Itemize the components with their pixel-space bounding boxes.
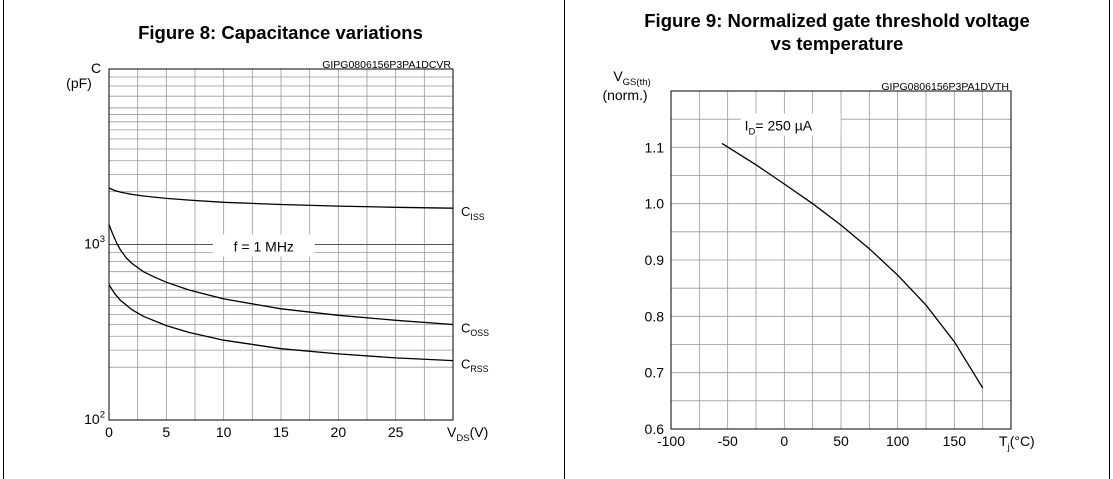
figure-9-title-line-2: vs temperature bbox=[770, 33, 904, 54]
figure-9-x-tick-label: 0 bbox=[780, 433, 788, 449]
figure-8-x-tick-label: 0 bbox=[105, 424, 113, 440]
figure-8-series-oss-line bbox=[108, 224, 454, 326]
figure-9-series-line bbox=[721, 142, 984, 389]
figure-8-annotation-bg bbox=[212, 234, 315, 257]
figure-8-x-tick-label: 5 bbox=[162, 424, 170, 440]
figure-9-chart: -100 -50 0 50 100 150 Tj(°C) 0.6 0.7 0.8 0.9 1.0 1.1… bbox=[602, 68, 1035, 453]
figure-9-panel: Figure 9: Normalized gate threshold volt… bbox=[564, 0, 1110, 479]
figure-9-x-tick-label: 50 bbox=[833, 433, 849, 449]
figure-9-x-tick-label: -100 bbox=[657, 433, 685, 449]
figure-9-annotation: ID= 250 µA bbox=[745, 118, 813, 138]
figure-9-y-tick-label: 0.6 bbox=[645, 421, 665, 437]
figure-8-x-axis-label: VDS(V) bbox=[447, 424, 488, 444]
figure-9-x-tick-label: 100 bbox=[886, 433, 910, 449]
figure-8-annotation: f = 1 MHz bbox=[234, 238, 294, 254]
figure-9-y-axis-unit: (norm.) bbox=[602, 87, 647, 103]
figure-8-x-tick-label: 20 bbox=[331, 424, 347, 440]
figure-8-code: GIPG0806156P3PA1DCVR bbox=[322, 59, 451, 71]
figure-9-x-axis-label: Tj(°C) bbox=[999, 433, 1035, 453]
figure-9-y-tick-label: 0.9 bbox=[645, 252, 665, 268]
figure-9-y-tick-label: 1.1 bbox=[645, 139, 665, 155]
figure-8-series-label-iss: CISS bbox=[461, 204, 485, 222]
figure-8-title: Figure 8: Capacitance variations bbox=[138, 22, 423, 43]
figure-9-y-tick-label: 1.0 bbox=[645, 196, 665, 212]
figure-9-annotation-bg bbox=[740, 113, 841, 136]
figure-9-title-line-1: Figure 9: Normalized gate threshold volt… bbox=[644, 10, 1030, 31]
figure-8-y-tick-label: 103 bbox=[84, 234, 105, 251]
figure-8-x-tick-label: 10 bbox=[216, 424, 232, 440]
figure-8-series-rss-line bbox=[108, 284, 454, 362]
figure-8-series-iss-line bbox=[108, 187, 454, 209]
figure-8-x-tick-label: 15 bbox=[273, 424, 289, 440]
figure-9-y-tick-label: 0.7 bbox=[645, 365, 665, 381]
figure-8-y-tick-label: 102 bbox=[84, 410, 105, 427]
figure-8-series-label-oss: COSS bbox=[461, 321, 489, 339]
figure-8-series-label-rss: CRSS bbox=[461, 357, 489, 375]
figure-9-y-axis-label: VGS(th) bbox=[613, 68, 650, 88]
figure-9-grid bbox=[671, 91, 1011, 429]
figure-8-y-axis-label: C bbox=[91, 60, 101, 76]
figure-9-x-tick-label: -50 bbox=[718, 433, 738, 449]
figure-9-plot-frame bbox=[670, 90, 1012, 430]
figure-8-panel: Figure 8: Capacitance variations CISS COS… bbox=[3, 0, 557, 479]
figure-8-y-axis-unit: (pF) bbox=[66, 75, 92, 91]
figure-8-x-tick-label: 25 bbox=[388, 424, 404, 440]
figure-9-code: GIPG0806156P3PA1DVTH bbox=[881, 81, 1009, 93]
figure-8-plot-frame bbox=[108, 68, 454, 421]
figure-9-x-tick-label: 150 bbox=[943, 433, 967, 449]
figure-9-y-tick-label: 0.8 bbox=[645, 308, 665, 324]
figure-8-chart: CISS COSS CRSS 0 5 10 15 20 25 VDS(V) 103 102 C(pF) G… bbox=[66, 59, 489, 444]
